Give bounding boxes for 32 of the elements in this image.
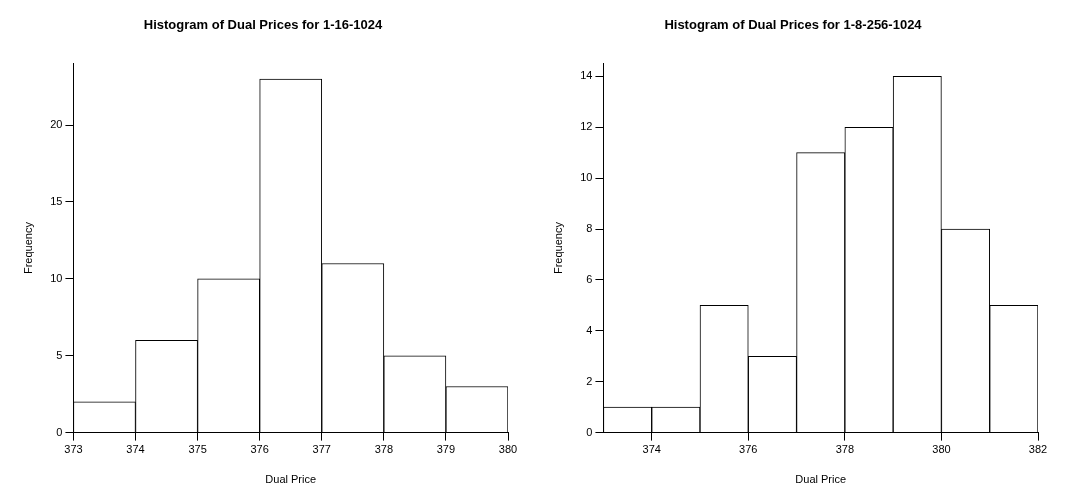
- x-tick-label: 375: [188, 443, 207, 456]
- y-tick-label: 12: [580, 120, 593, 133]
- y-tick-label: 5: [56, 348, 63, 361]
- x-tick-label: 373: [64, 443, 83, 456]
- y-tick-label: 2: [586, 374, 593, 387]
- x-tick-label: 374: [642, 443, 661, 456]
- y-tick-label: 0: [586, 425, 593, 438]
- x-tick-label: 376: [250, 443, 269, 456]
- y-tick-label: 15: [50, 195, 63, 208]
- x-tick-label: 382: [1028, 443, 1048, 456]
- x-tick-label: 376: [739, 443, 758, 456]
- x-axis-title: Dual Price: [795, 473, 847, 486]
- y-tick-label: 10: [50, 271, 63, 284]
- y-axis-title: Frequency: [21, 221, 34, 275]
- x-tick-label: 380: [932, 443, 951, 456]
- chart-title: Histogram of Dual Prices for 1-16-1024: [143, 17, 383, 33]
- y-tick-label: 4: [586, 323, 593, 336]
- x-tick-label: 374: [126, 443, 145, 456]
- x-tick-label: 380: [498, 443, 518, 456]
- x-tick-label: 378: [374, 443, 394, 456]
- x-axis-title: Dual Price: [265, 473, 317, 486]
- y-tick-label: 0: [56, 425, 63, 438]
- chart-title: Histogram of Dual Prices for 1-8-256-1024: [664, 17, 923, 33]
- x-tick-label: 377: [312, 443, 331, 456]
- y-tick-label: 6: [586, 272, 593, 285]
- x-tick-label: 378: [835, 443, 855, 456]
- y-tick-label: 10: [580, 171, 593, 184]
- y-tick-label: 20: [50, 118, 63, 131]
- y-tick-label: 8: [586, 222, 593, 235]
- x-tick-label: 379: [436, 443, 456, 456]
- y-axis-title: Frequency: [551, 221, 564, 275]
- y-tick-label: 14: [580, 69, 593, 82]
